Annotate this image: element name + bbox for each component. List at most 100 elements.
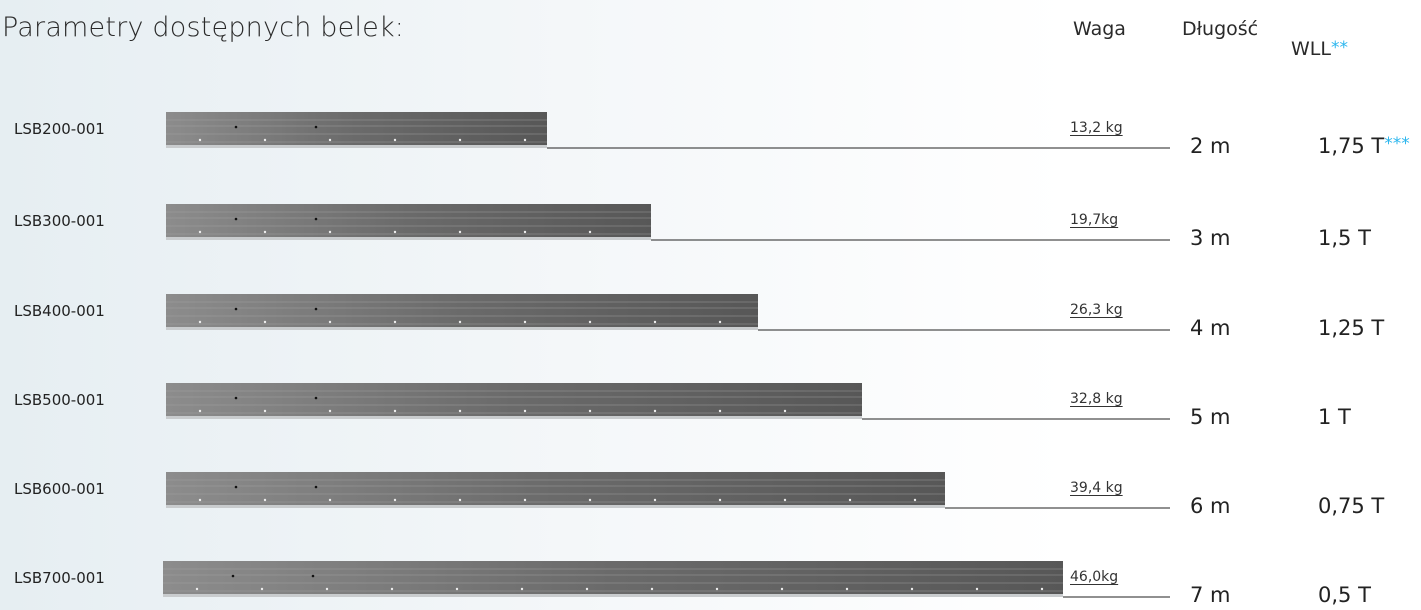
- beam-hole: [588, 320, 592, 324]
- row-code: LSB600-001: [14, 480, 105, 498]
- beam: [166, 112, 547, 148]
- beam-hole: [314, 307, 318, 311]
- beam-hole: [231, 574, 235, 578]
- row-weight: 39,4 kg: [1070, 480, 1123, 496]
- beam-hole: [234, 307, 238, 311]
- beam-hole: [718, 320, 722, 324]
- beam-hole: [653, 409, 657, 413]
- beam-edge: [166, 505, 945, 508]
- beam-hole: [588, 498, 592, 502]
- wll-value: 1,75 T: [1318, 134, 1385, 158]
- beam-hole: [263, 138, 267, 142]
- row-wll: 1,25 T: [1318, 316, 1384, 340]
- beam-hole: [520, 587, 524, 591]
- beam-hole: [718, 409, 722, 413]
- beam: [166, 294, 758, 330]
- wll-value: 1,25 T: [1318, 316, 1385, 340]
- beam-hole: [715, 587, 719, 591]
- beam-hole: [328, 230, 332, 234]
- row-weight: 46,0kg: [1070, 569, 1119, 585]
- beam-hole: [845, 587, 849, 591]
- beam: [166, 383, 862, 419]
- beam-hole: [393, 320, 397, 324]
- beam: [166, 472, 945, 508]
- beam-hole: [393, 138, 397, 142]
- beam-edge: [166, 237, 651, 240]
- beam-hole: [523, 409, 527, 413]
- row-weight: 19,7kg: [1070, 212, 1119, 228]
- beam-hole: [458, 498, 462, 502]
- beam-hole: [848, 498, 852, 502]
- beam-hole: [588, 409, 592, 413]
- beam-hole: [198, 320, 202, 324]
- wll-value: 1 T: [1318, 405, 1351, 429]
- beam-hole: [393, 409, 397, 413]
- row-length: 4 m: [1190, 316, 1231, 340]
- row-weight: 13,2 kg: [1070, 120, 1123, 136]
- column-header: WLL**: [1291, 38, 1348, 60]
- beam-hole: [523, 230, 527, 234]
- footnote-mark: ***: [1384, 134, 1410, 154]
- row-weight: 26,3 kg: [1070, 302, 1123, 318]
- wll-value: 0,75 T: [1318, 494, 1385, 518]
- beam-hole: [195, 587, 199, 591]
- beam-hole: [458, 138, 462, 142]
- beam-edge: [166, 327, 758, 330]
- row-length: 2 m: [1190, 134, 1231, 158]
- beam-hole: [314, 396, 318, 400]
- row-length: 3 m: [1190, 226, 1231, 250]
- beam-hole: [1040, 587, 1044, 591]
- row-wll: 1 T: [1318, 405, 1351, 429]
- beam-hole: [390, 587, 394, 591]
- column-header: Długość: [1182, 18, 1259, 40]
- footnote-mark: **: [1330, 38, 1348, 58]
- beam-hole: [393, 230, 397, 234]
- beam-hole: [198, 138, 202, 142]
- beam-hole: [780, 587, 784, 591]
- beam-edge: [163, 594, 1063, 597]
- column-header-text: WLL: [1291, 38, 1331, 60]
- beam-hole: [975, 587, 979, 591]
- beam: [163, 561, 1063, 597]
- beam-hole: [314, 485, 318, 489]
- beam-hole: [311, 574, 315, 578]
- beam-hole: [783, 498, 787, 502]
- beam-hole: [523, 498, 527, 502]
- beam-hole: [260, 587, 264, 591]
- row-code: LSB400-001: [14, 302, 105, 320]
- row-wll: 1,75 T***: [1318, 134, 1410, 158]
- beam: [166, 204, 651, 240]
- beam-hole: [198, 498, 202, 502]
- beam-hole: [314, 217, 318, 221]
- row-wll: 0,5 T: [1318, 583, 1371, 607]
- beam-hole: [328, 138, 332, 142]
- beam-hole: [585, 587, 589, 591]
- beam-hole: [234, 396, 238, 400]
- beam-hole: [198, 230, 202, 234]
- beam-hole: [234, 485, 238, 489]
- beam-hole: [263, 230, 267, 234]
- beam-edge: [166, 145, 547, 148]
- row-length: 7 m: [1190, 583, 1231, 607]
- row-code: LSB700-001: [14, 569, 105, 587]
- beam-hole: [393, 498, 397, 502]
- beam-edge: [166, 416, 862, 419]
- row-length: 6 m: [1190, 494, 1231, 518]
- beam-hole: [455, 587, 459, 591]
- beam-hole: [718, 498, 722, 502]
- beam-hole: [458, 230, 462, 234]
- beam-hole: [653, 320, 657, 324]
- row-code: LSB200-001: [14, 120, 105, 138]
- beam-hole: [263, 409, 267, 413]
- wll-value: 1,5 T: [1318, 226, 1371, 250]
- beam-hole: [328, 320, 332, 324]
- beam-hole: [234, 217, 238, 221]
- beam-hole: [328, 498, 332, 502]
- beam-hole: [458, 409, 462, 413]
- beam-hole: [783, 409, 787, 413]
- wll-value: 0,5 T: [1318, 583, 1371, 607]
- beam-hole: [314, 125, 318, 129]
- column-header: Waga: [1073, 18, 1126, 40]
